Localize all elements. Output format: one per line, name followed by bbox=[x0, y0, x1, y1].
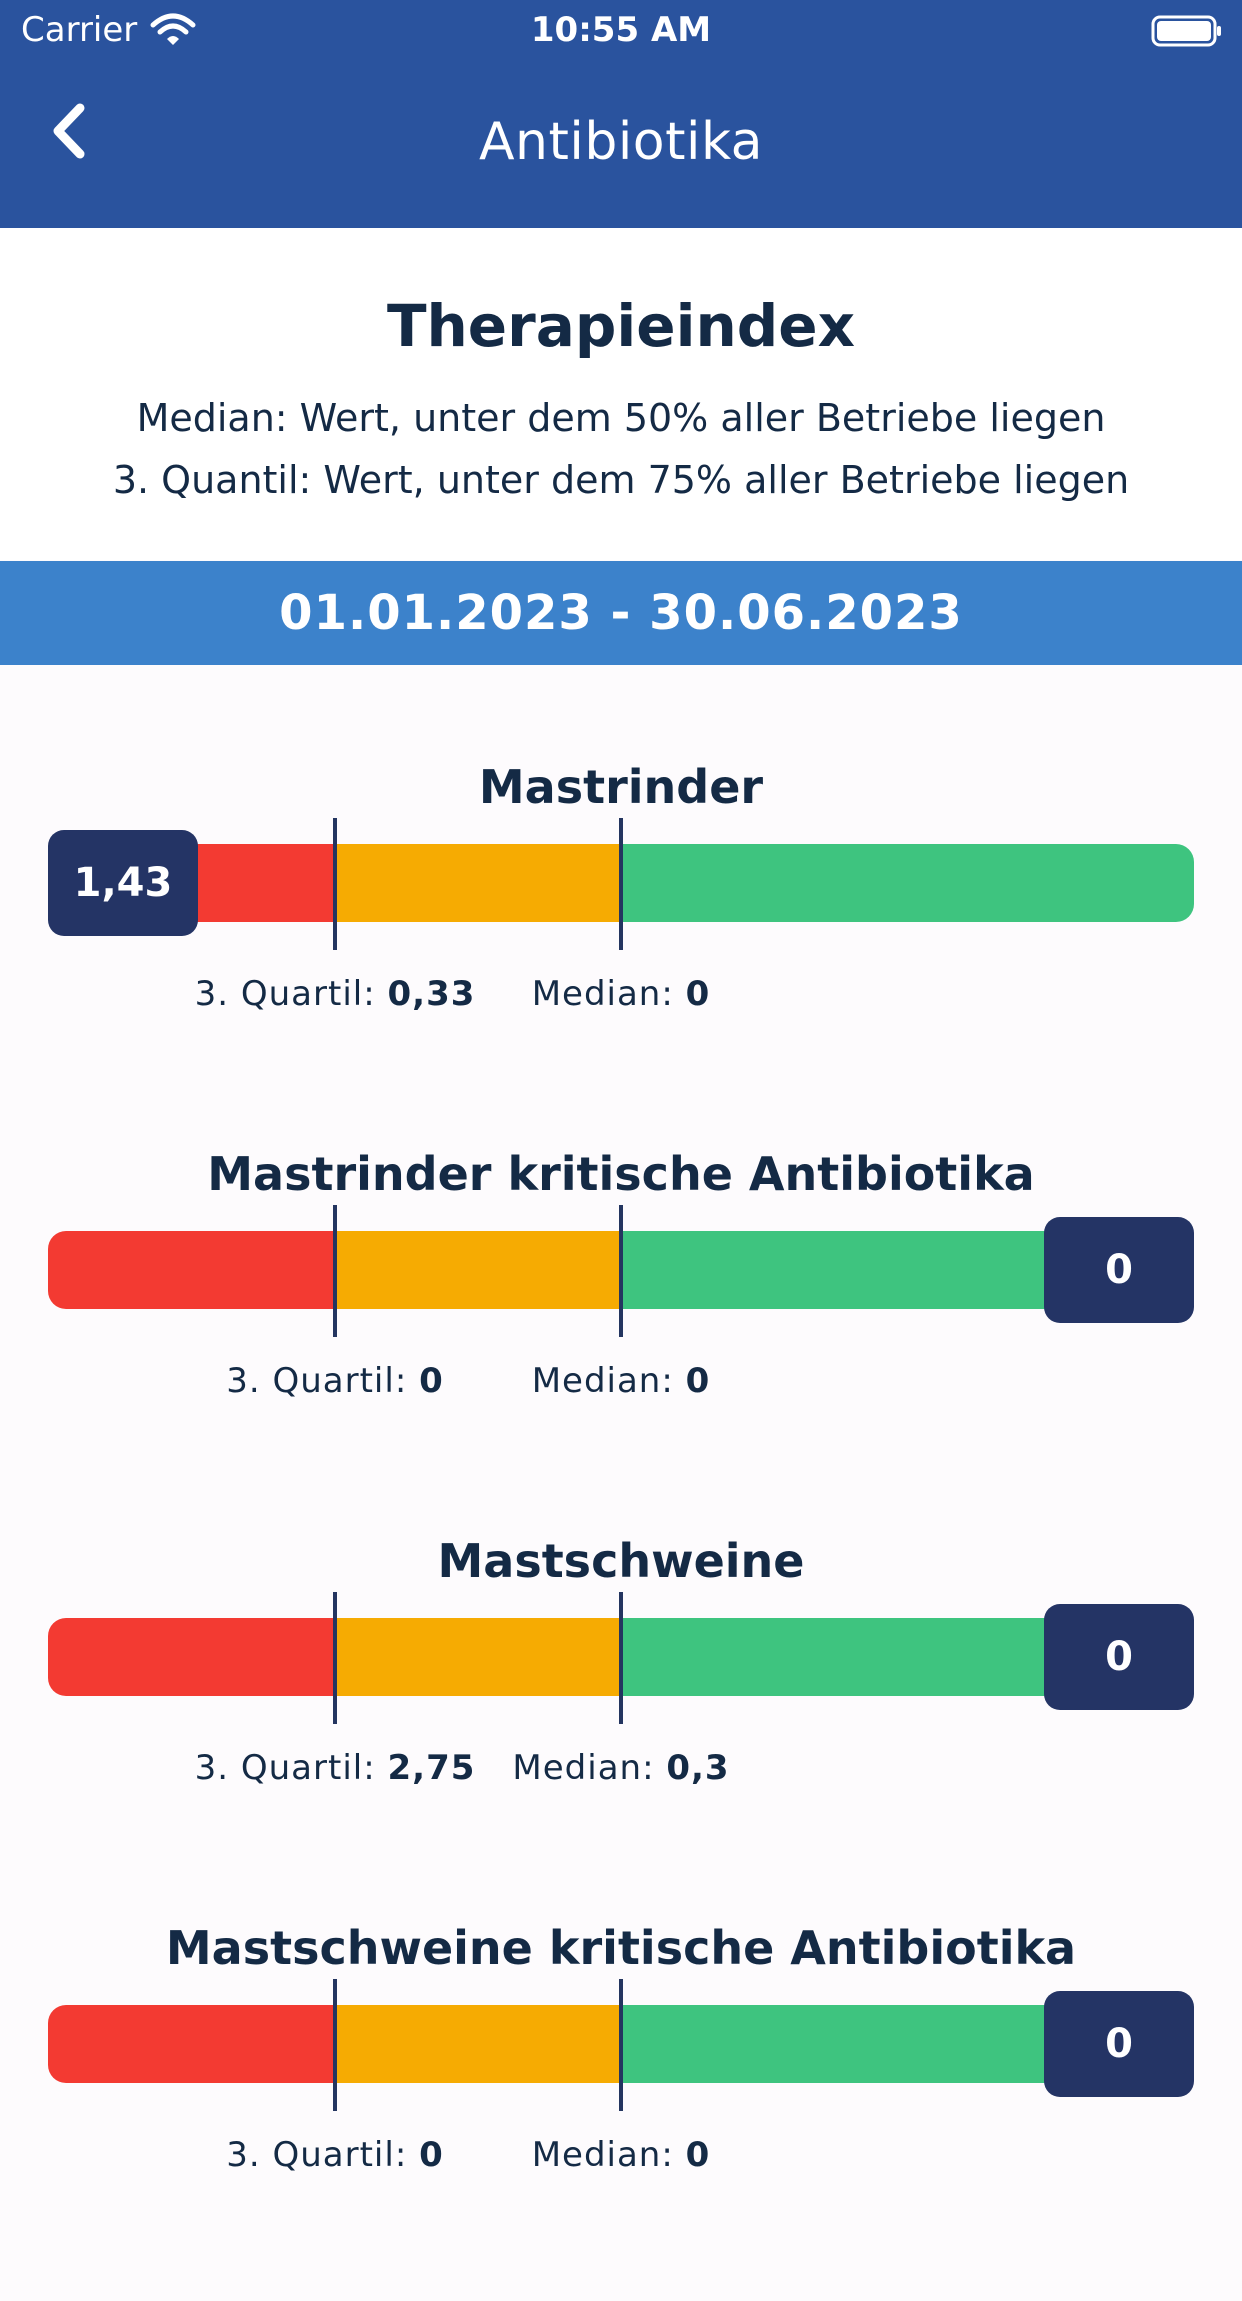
period-banner: 01.01.2023 - 30.06.2023 bbox=[0, 561, 1242, 665]
value-badge: 1,43 bbox=[48, 830, 198, 936]
metric-mastschweine-kritisch: Mastschweine kritische Antibiotika 0 3. … bbox=[0, 1921, 1242, 2301]
median-marker bbox=[619, 1205, 623, 1337]
bar-segment-green bbox=[621, 844, 1194, 922]
quantile-explanation: 3. Quantil: Wert, unter dem 75% aller Be… bbox=[112, 458, 1130, 502]
status-time: 10:55 AM bbox=[530, 10, 712, 50]
median-stat: Median: 0 bbox=[532, 1361, 711, 1401]
median-value: 0 bbox=[685, 2135, 711, 2175]
bar-segment-orange bbox=[335, 1618, 621, 1696]
median-label: Median: bbox=[531, 2135, 674, 2175]
q3-stat: 3. Quartil: 0 bbox=[226, 1361, 444, 1401]
median-value: 0,3 bbox=[666, 1748, 730, 1788]
metric-title: Mastschweine kritische Antibiotika bbox=[165, 1921, 1077, 1975]
section-title: Therapieindex bbox=[386, 292, 856, 360]
index-bar bbox=[48, 844, 1194, 922]
q3-value: 0 bbox=[419, 1361, 444, 1401]
median-stat: Median: 0 bbox=[532, 2135, 711, 2175]
q3-marker bbox=[333, 818, 337, 950]
metric-mastrinder: Mastrinder 1,43 3. Quartil: 0,33 Median:… bbox=[0, 760, 1242, 1140]
median-label: Median: bbox=[531, 1361, 674, 1401]
wifi-icon bbox=[150, 12, 196, 57]
status-bar: Carrier 10:55 AM bbox=[0, 0, 1242, 62]
q3-stat: 3. Quartil: 2,75 bbox=[195, 1748, 476, 1788]
q3-label: 3. Quartil: bbox=[226, 2135, 408, 2175]
median-value: 0 bbox=[685, 974, 711, 1014]
q3-stat: 3. Quartil: 0 bbox=[226, 2135, 444, 2175]
metric-title: Mastschweine bbox=[437, 1534, 805, 1588]
q3-value: 0,33 bbox=[387, 974, 476, 1014]
metric-title: Mastrinder bbox=[478, 760, 764, 814]
metric-mastrinder-kritisch: Mastrinder kritische Antibiotika 0 3. Qu… bbox=[0, 1147, 1242, 1527]
median-explanation: Median: Wert, unter dem 50% aller Betrie… bbox=[136, 396, 1106, 440]
median-marker bbox=[619, 818, 623, 950]
median-marker bbox=[619, 1979, 623, 2111]
q3-value: 0 bbox=[419, 2135, 444, 2175]
median-label: Median: bbox=[512, 1748, 655, 1788]
median-label: Median: bbox=[531, 974, 674, 1014]
q3-value: 2,75 bbox=[387, 1748, 476, 1788]
chevron-left-icon bbox=[53, 103, 85, 159]
q3-stat: 3. Quartil: 0,33 bbox=[195, 974, 476, 1014]
q3-marker bbox=[333, 1592, 337, 1724]
metric-mastschweine: Mastschweine 0 3. Quartil: 2,75 Median: … bbox=[0, 1534, 1242, 1914]
bar-segment-orange bbox=[335, 1231, 621, 1309]
intro-section: Therapieindex Median: Wert, unter dem 50… bbox=[0, 228, 1242, 560]
q3-label: 3. Quartil: bbox=[194, 974, 376, 1014]
value-badge: 0 bbox=[1044, 1604, 1194, 1710]
median-stat: Median: 0 bbox=[532, 974, 711, 1014]
bar-segment-red bbox=[48, 1231, 335, 1309]
carrier-label: Carrier bbox=[21, 10, 138, 50]
value-badge: 0 bbox=[1044, 1217, 1194, 1323]
value-badge: 0 bbox=[1044, 1991, 1194, 2097]
bar-segment-red bbox=[48, 1618, 335, 1696]
back-button[interactable] bbox=[44, 100, 124, 190]
navigation-header: Carrier 10:55 AM Antibiotika bbox=[0, 0, 1242, 228]
bar-segment-orange bbox=[335, 2005, 621, 2083]
q3-marker bbox=[333, 1205, 337, 1337]
median-stat: Median: 0,3 bbox=[512, 1748, 729, 1788]
page-title: Antibiotika bbox=[478, 112, 764, 172]
median-marker bbox=[619, 1592, 623, 1724]
median-value: 0 bbox=[685, 1361, 711, 1401]
battery-icon bbox=[1151, 15, 1223, 56]
bar-segment-red bbox=[48, 2005, 335, 2083]
q3-marker bbox=[333, 1979, 337, 2111]
q3-label: 3. Quartil: bbox=[226, 1361, 408, 1401]
metric-title: Mastrinder kritische Antibiotika bbox=[207, 1147, 1035, 1201]
q3-label: 3. Quartil: bbox=[194, 1748, 376, 1788]
bar-segment-orange bbox=[335, 844, 621, 922]
